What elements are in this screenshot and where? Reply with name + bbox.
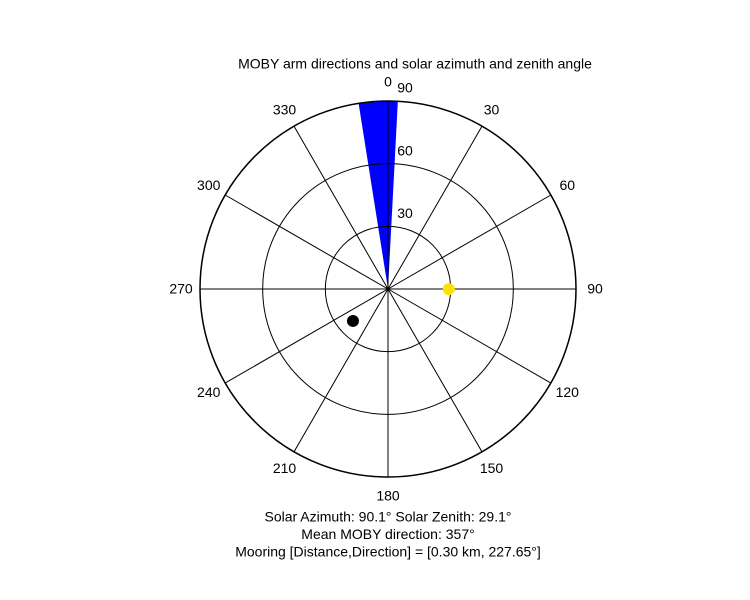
chart-title: MOBY arm directions and solar azimuth an… [238, 56, 592, 72]
annotation: Solar Azimuth: 90.1° Solar Zenith: 29.1° [265, 509, 512, 525]
spoke [387, 125, 483, 290]
theta-tick-label: 270 [169, 281, 193, 297]
spoke [224, 194, 389, 290]
spoke [293, 288, 389, 453]
theta-tick-label: 210 [273, 460, 297, 476]
point [442, 283, 455, 296]
r-tick-label: 60 [397, 142, 413, 158]
theta-tick-label: 300 [197, 177, 221, 193]
spoke [387, 288, 552, 384]
theta-tick-label: 0 [384, 74, 392, 90]
theta-tick-label: 330 [273, 101, 297, 117]
r-tick-label: 90 [397, 80, 413, 96]
spoke [224, 288, 389, 384]
theta-tick-label: 30 [484, 101, 500, 117]
theta-tick-label: 90 [587, 281, 603, 297]
theta-tick-label: 60 [559, 177, 575, 193]
theta-tick-label: 150 [480, 460, 504, 476]
point [346, 314, 359, 327]
theta-tick-label: 180 [376, 488, 400, 504]
spoke [387, 194, 552, 290]
annotation: Mean MOBY direction: 357° [301, 526, 474, 542]
spoke [387, 288, 483, 453]
theta-tick-label: 240 [197, 384, 221, 400]
annotation: Mooring [Distance,Direction] = [0.30 km,… [235, 544, 541, 560]
theta-tick-label: 120 [556, 384, 580, 400]
spoke [293, 125, 389, 290]
r-tick-label: 30 [397, 205, 413, 221]
